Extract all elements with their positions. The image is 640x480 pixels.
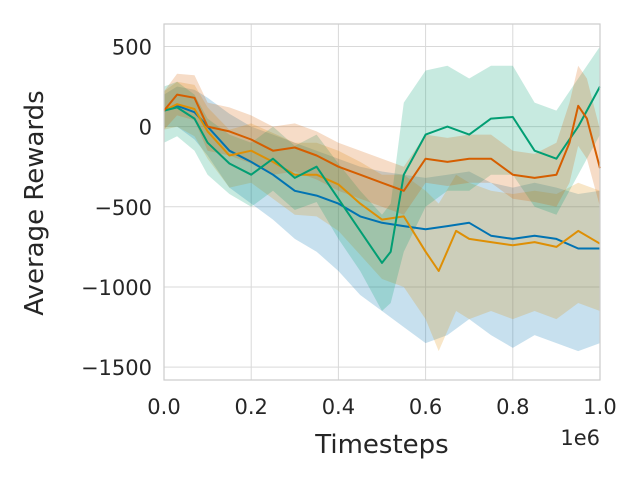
y-tick-label: 0 <box>139 116 152 140</box>
grid <box>163 24 601 380</box>
series-line-1 <box>163 104 600 250</box>
confidence-band-4 <box>164 65 600 215</box>
x-tick-label: 0.6 <box>409 395 442 419</box>
series-line-2 <box>163 103 601 272</box>
y-tick-label: −1000 <box>81 276 152 300</box>
x-tick-labels: 0.0 0.2 0.4 0.6 0.8 1.0 <box>147 395 616 419</box>
y-axis-title: Average Rewards <box>20 90 50 315</box>
confidence-band-2 <box>164 81 600 352</box>
x-tick-label: 0.4 <box>322 395 355 419</box>
y-tick-label: −1500 <box>81 356 152 380</box>
x-tick-label: 0.0 <box>147 395 180 419</box>
series-line-4 <box>163 93 601 192</box>
confidence-band-3 <box>164 46 600 311</box>
x-tick-label: 0.2 <box>234 395 267 419</box>
x-tick-label: 1.0 <box>583 395 616 419</box>
x-tick-label: 0.8 <box>496 395 529 419</box>
plot-frame <box>163 23 601 381</box>
series-line-3 <box>163 86 601 264</box>
series-lines <box>163 86 601 272</box>
y-tick-labels: 500 0 −500 −1000 −1500 <box>81 35 152 380</box>
y-tick-label: −500 <box>94 196 152 220</box>
x-axis-exponent: 1e6 <box>560 426 600 450</box>
x-axis-title: Timesteps <box>314 430 448 460</box>
y-tick-label: 500 <box>112 35 152 59</box>
